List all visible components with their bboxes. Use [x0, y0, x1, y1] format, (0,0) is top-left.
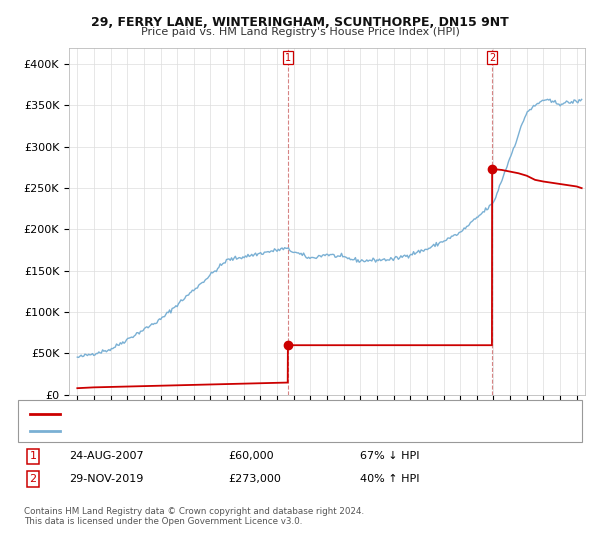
Text: HPI: Average price, detached house, North Lincolnshire: HPI: Average price, detached house, Nort… [69, 426, 357, 436]
Text: 2: 2 [29, 474, 37, 484]
Text: 2: 2 [489, 53, 495, 63]
Text: £273,000: £273,000 [228, 474, 281, 484]
Text: 40% ↑ HPI: 40% ↑ HPI [360, 474, 419, 484]
Text: 1: 1 [29, 451, 37, 461]
Text: 1: 1 [285, 53, 291, 63]
Text: 67% ↓ HPI: 67% ↓ HPI [360, 451, 419, 461]
Text: Contains HM Land Registry data © Crown copyright and database right 2024.
This d: Contains HM Land Registry data © Crown c… [24, 507, 364, 526]
Text: £60,000: £60,000 [228, 451, 274, 461]
Text: Price paid vs. HM Land Registry's House Price Index (HPI): Price paid vs. HM Land Registry's House … [140, 27, 460, 37]
Text: 24-AUG-2007: 24-AUG-2007 [69, 451, 143, 461]
Text: 29, FERRY LANE, WINTERINGHAM, SCUNTHORPE, DN15 9NT (detached house): 29, FERRY LANE, WINTERINGHAM, SCUNTHORPE… [69, 409, 474, 419]
Text: 29-NOV-2019: 29-NOV-2019 [69, 474, 143, 484]
Text: 29, FERRY LANE, WINTERINGHAM, SCUNTHORPE, DN15 9NT: 29, FERRY LANE, WINTERINGHAM, SCUNTHORPE… [91, 16, 509, 29]
